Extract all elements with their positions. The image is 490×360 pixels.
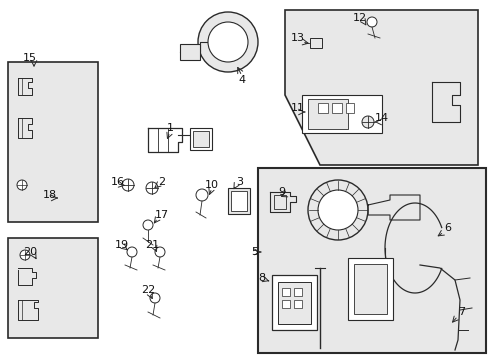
Text: 8: 8 bbox=[258, 273, 266, 283]
Circle shape bbox=[146, 182, 158, 194]
Text: 21: 21 bbox=[145, 240, 159, 250]
Circle shape bbox=[367, 17, 377, 27]
Circle shape bbox=[318, 190, 358, 230]
Text: 20: 20 bbox=[23, 247, 37, 257]
Text: 13: 13 bbox=[291, 33, 305, 43]
Text: 12: 12 bbox=[353, 13, 367, 23]
Bar bbox=[258, 168, 486, 353]
Circle shape bbox=[196, 189, 208, 201]
Bar bbox=[8, 238, 98, 338]
Text: 2: 2 bbox=[158, 177, 166, 187]
Text: 14: 14 bbox=[375, 113, 389, 123]
Polygon shape bbox=[285, 10, 478, 165]
Bar bbox=[294, 288, 302, 296]
Bar bbox=[272, 275, 317, 330]
Circle shape bbox=[208, 22, 248, 62]
Bar bbox=[274, 195, 286, 209]
Bar bbox=[228, 188, 250, 214]
Bar bbox=[278, 282, 311, 324]
Text: 17: 17 bbox=[155, 210, 169, 220]
Text: 6: 6 bbox=[444, 223, 451, 233]
Bar bbox=[231, 191, 247, 211]
Bar bbox=[354, 264, 387, 314]
Bar bbox=[302, 95, 382, 133]
Bar bbox=[348, 258, 393, 320]
Circle shape bbox=[155, 247, 165, 257]
Text: 9: 9 bbox=[278, 187, 286, 197]
Bar bbox=[282, 288, 290, 296]
Circle shape bbox=[362, 116, 374, 128]
Bar bbox=[318, 103, 328, 113]
Bar bbox=[190, 128, 212, 150]
Circle shape bbox=[150, 293, 160, 303]
Circle shape bbox=[198, 12, 258, 72]
Text: 10: 10 bbox=[205, 180, 219, 190]
Text: 15: 15 bbox=[23, 53, 37, 63]
Bar bbox=[180, 44, 200, 60]
Bar bbox=[193, 131, 209, 147]
Text: 16: 16 bbox=[111, 177, 125, 187]
Text: 19: 19 bbox=[115, 240, 129, 250]
Bar bbox=[282, 300, 290, 308]
Circle shape bbox=[143, 220, 153, 230]
Circle shape bbox=[308, 180, 368, 240]
Bar bbox=[294, 300, 302, 308]
Text: 4: 4 bbox=[239, 75, 245, 85]
Bar bbox=[310, 38, 322, 48]
Bar bbox=[346, 103, 354, 113]
Text: 1: 1 bbox=[167, 123, 173, 133]
Text: 22: 22 bbox=[141, 285, 155, 295]
Text: 11: 11 bbox=[291, 103, 305, 113]
Text: 5: 5 bbox=[251, 247, 259, 257]
Circle shape bbox=[127, 247, 137, 257]
Circle shape bbox=[17, 180, 27, 190]
Text: 18: 18 bbox=[43, 190, 57, 200]
Circle shape bbox=[20, 250, 30, 260]
Text: 3: 3 bbox=[237, 177, 244, 187]
Circle shape bbox=[122, 179, 134, 191]
Bar bbox=[332, 103, 342, 113]
Bar bbox=[308, 99, 348, 129]
Text: 7: 7 bbox=[459, 307, 466, 317]
Bar bbox=[8, 62, 98, 222]
